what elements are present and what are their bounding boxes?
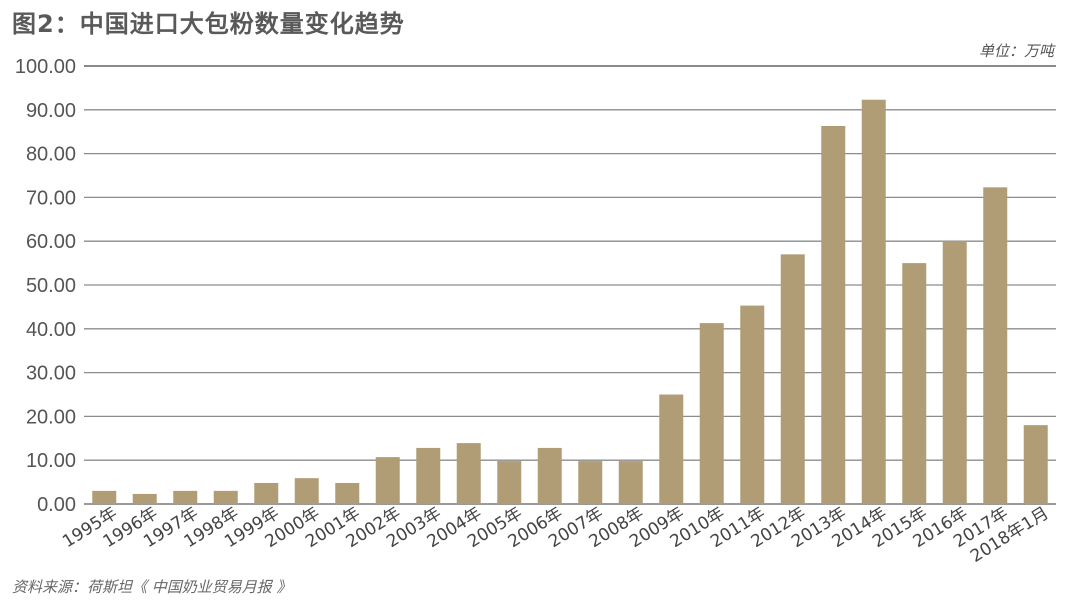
bar — [497, 461, 522, 504]
source-note: 资料来源：荷斯坦《 中国奶业贸易月报 》 — [12, 578, 292, 596]
y-tick-label: 40.00 — [26, 319, 76, 341]
bar — [740, 305, 765, 504]
chart-title: 图2：中国进口大包粉数量变化趋势 — [12, 10, 405, 38]
bar — [456, 443, 481, 504]
gridlines — [84, 65, 1056, 505]
bar — [902, 263, 927, 504]
bar — [254, 482, 279, 504]
y-tick-label: 100.00 — [15, 56, 76, 78]
y-tick-label: 70.00 — [26, 187, 76, 209]
bars — [92, 99, 1048, 505]
y-tick-label: 90.00 — [26, 100, 76, 122]
bar — [618, 461, 643, 504]
y-tick-label: 60.00 — [26, 231, 76, 253]
bar — [821, 126, 846, 505]
bar — [659, 394, 684, 504]
bar — [983, 187, 1008, 505]
bar — [92, 490, 117, 504]
bar — [416, 447, 441, 504]
bar — [578, 461, 603, 504]
y-tick-label: 80.00 — [26, 144, 76, 166]
bar — [335, 482, 360, 504]
bar — [780, 254, 805, 504]
bar — [132, 493, 157, 504]
bar — [861, 99, 886, 504]
x-axis-ticks: 1995年1996年1997年1998年1999年2000年2001年2002年… — [59, 503, 1052, 567]
y-tick-label: 20.00 — [26, 406, 76, 428]
bar — [942, 241, 967, 504]
y-tick-label: 30.00 — [26, 363, 76, 385]
bar — [294, 478, 319, 504]
bar — [173, 490, 198, 504]
bar — [1023, 425, 1048, 504]
y-tick-label: 0.00 — [37, 494, 76, 516]
unit-label: 单位：万吨 — [978, 42, 1054, 60]
y-tick-label: 50.00 — [26, 275, 76, 297]
bar — [375, 457, 400, 504]
bar — [537, 447, 562, 504]
bar — [213, 490, 238, 504]
y-axis-ticks: 0.00 10.00 20.00 30.00 40.00 50.00 60.00 70.00 8… — [15, 56, 76, 516]
bar — [699, 323, 724, 504]
y-tick-label: 10.00 — [26, 450, 76, 472]
